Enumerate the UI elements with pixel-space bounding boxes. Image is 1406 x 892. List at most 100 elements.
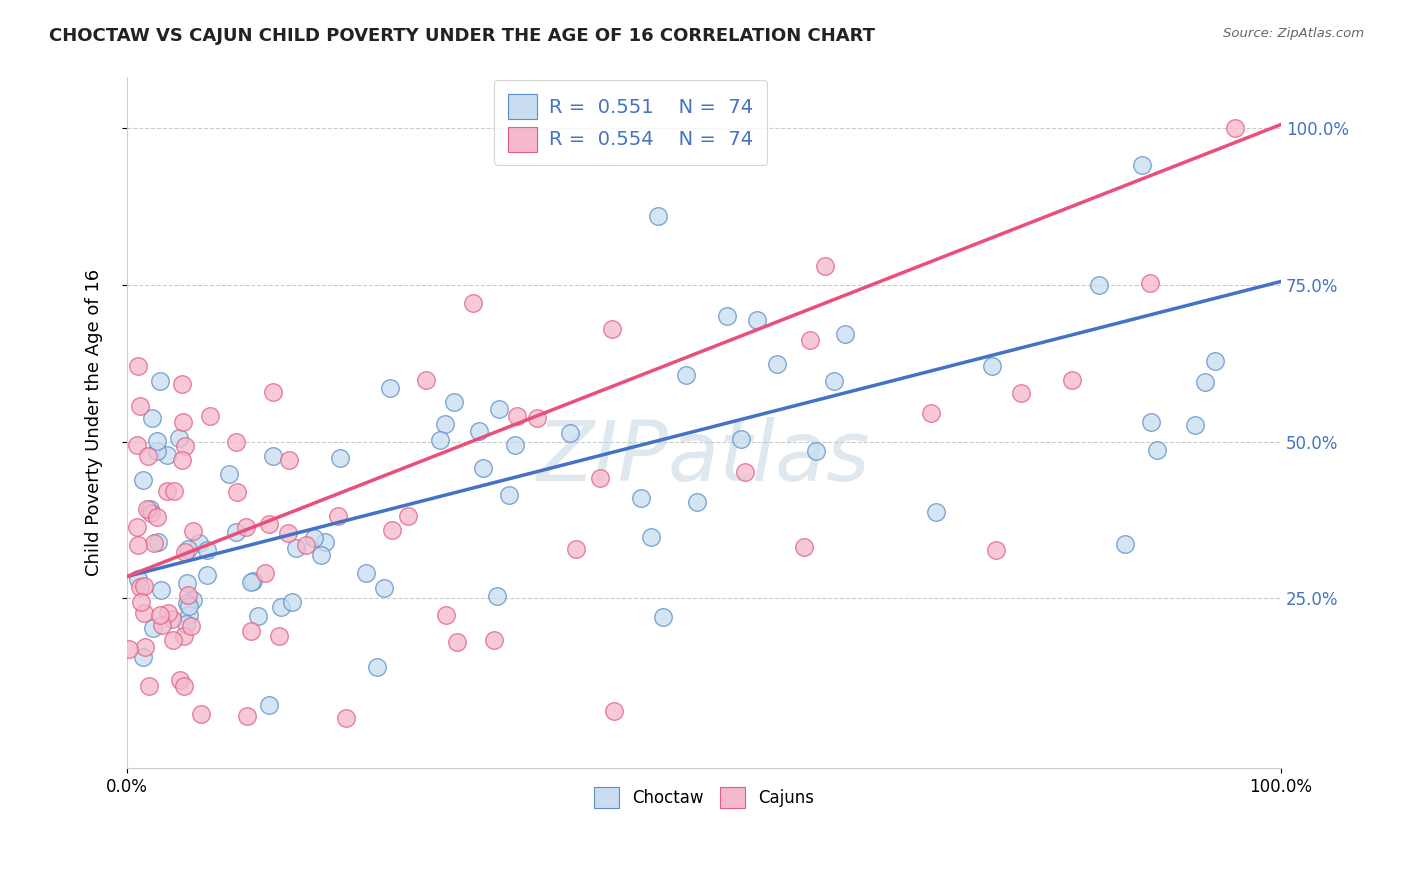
Point [218,467,240,482]
Point [125,438,148,452]
Point [813,259,835,273]
Point [156,606,179,620]
Text: Source: ZipAtlas.com: Source: ZipAtlas.com [1223,27,1364,40]
Point [1184,418,1206,433]
Point [766,357,789,371]
Point [482,633,505,648]
Point [225,484,247,499]
Point [135,502,157,516]
Point [174,616,197,631]
Point [486,590,509,604]
Point [1140,415,1163,429]
Point [236,709,259,723]
Point [197,542,219,557]
Point [269,629,291,643]
Point [170,452,193,467]
Point [183,593,205,607]
Point [134,640,156,655]
Point [373,581,395,595]
Point [177,588,200,602]
Point [278,453,301,467]
Point [804,443,827,458]
Point [173,629,195,643]
Point [160,611,183,625]
Point [1088,277,1111,292]
Point [156,483,179,498]
Point [150,582,173,597]
Point [920,406,942,420]
Point [651,609,673,624]
Point [254,566,277,581]
Point [1062,373,1084,387]
Point [169,673,191,688]
Point [174,544,197,558]
Point [146,510,169,524]
Point [149,608,172,623]
Point [734,465,756,479]
Point [125,520,148,534]
Point [925,505,948,519]
Point [239,624,262,638]
Point [259,517,281,532]
Legend: Choctaw, Cajuns: Choctaw, Cajuns [586,780,821,815]
Point [129,580,152,594]
Point [190,707,212,722]
Point [434,607,457,622]
Point [526,411,548,425]
Point [380,523,402,537]
Point [177,599,200,614]
Text: ZIPatlas: ZIPatlas [537,417,870,498]
Point [328,450,350,465]
Point [366,660,388,674]
Point [1194,376,1216,390]
Point [834,326,856,341]
Point [302,531,325,545]
Point [793,541,815,555]
Point [285,541,308,556]
Point [277,526,299,541]
Point [127,572,149,586]
Point [589,470,612,484]
Point [603,705,626,719]
Point [132,579,155,593]
Point [127,359,149,374]
Point [240,575,263,590]
Point [143,536,166,550]
Point [281,595,304,609]
Point [1204,354,1226,368]
Point [156,448,179,462]
Point [180,619,202,633]
Point [176,596,198,610]
Point [686,495,709,509]
Point [242,574,264,589]
Point [314,534,336,549]
Point [506,409,529,423]
Point [141,410,163,425]
Point [139,502,162,516]
Point [295,538,318,552]
Point [986,543,1008,558]
Point [434,417,457,431]
Point [463,296,485,310]
Point [630,491,652,505]
Point [471,461,494,475]
Point [177,608,200,623]
Point [262,384,284,399]
Point [716,309,738,323]
Point [503,438,526,452]
Point [149,375,172,389]
Point [132,473,155,487]
Point [162,632,184,647]
Point [498,488,520,502]
Point [309,549,332,563]
Point [129,595,152,609]
Text: CHOCTAW VS CAJUN CHILD POVERTY UNDER THE AGE OF 16 CORRELATION CHART: CHOCTAW VS CAJUN CHILD POVERTY UNDER THE… [49,27,875,45]
Point [326,509,349,524]
Point [177,541,200,556]
Point [1010,385,1032,400]
Point [823,374,845,388]
Point [136,449,159,463]
Point [640,530,662,544]
Point [129,399,152,413]
Point [1114,537,1136,551]
